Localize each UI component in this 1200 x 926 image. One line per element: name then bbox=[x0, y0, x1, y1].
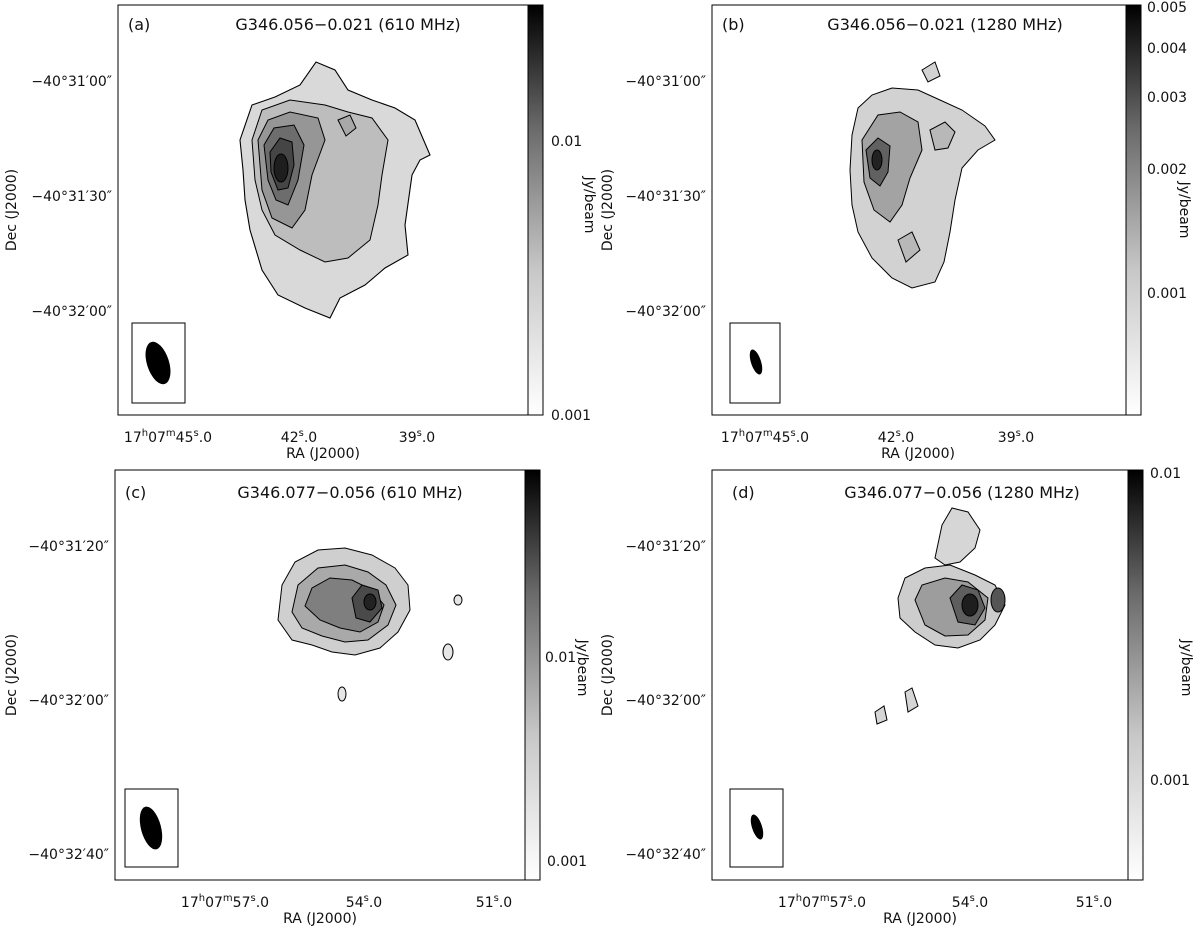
panel-a-colorbar bbox=[527, 4, 544, 416]
panel-b-colorbar bbox=[1125, 4, 1142, 416]
panel-b-ytick-2: −40°32′00″ bbox=[625, 304, 706, 320]
panel-c-ytick-2: −40°32′40″ bbox=[28, 847, 109, 863]
panel-b-peak bbox=[871, 149, 883, 171]
panel-a-cbtick-1: 0.001 bbox=[551, 408, 591, 424]
panel-b-cbtick-4: 0.001 bbox=[1147, 286, 1187, 302]
panel-c-ytick-0: −40°31′20″ bbox=[28, 539, 109, 555]
panel-d-ytick-1: −40°32′00″ bbox=[625, 693, 706, 709]
panel-b-cbtick-1: 0.004 bbox=[1147, 41, 1187, 57]
panel-a-emission bbox=[239, 61, 431, 319]
panel-a: (a) G346.056−0.021 (610 MHz) −40°31′00″ … bbox=[4, 4, 597, 462]
panel-c-frame bbox=[114, 469, 526, 881]
panel-c-xlabel: RA (J2000) bbox=[283, 911, 357, 926]
panel-d-xtick-0: 17h07m57s.0 bbox=[778, 893, 866, 911]
panel-d: (d) G346.077−0.056 (1280 MHz) −40°31′20″… bbox=[600, 466, 1194, 926]
panel-c-emission bbox=[277, 547, 463, 702]
panel-a-cblabel: Jy/beam bbox=[581, 176, 597, 234]
panel-c-xtick-2: 51s.0 bbox=[476, 893, 512, 911]
panel-a-xtick-1: 42s.0 bbox=[281, 428, 317, 446]
panel-b-contour-knot-1 bbox=[929, 121, 956, 151]
panel-c-xtick-0: 17h07m57s.0 bbox=[181, 893, 269, 911]
panel-c-knot-3 bbox=[337, 686, 347, 702]
panel-d-ylabel: Dec (J2000) bbox=[600, 634, 616, 716]
panel-c-peak bbox=[363, 593, 377, 611]
panel-d-knot-3 bbox=[874, 705, 888, 725]
panel-d-xtick-2: 51s.0 bbox=[1076, 893, 1112, 911]
panel-d-label: (d) bbox=[732, 483, 755, 502]
panel-b-emission bbox=[849, 61, 996, 289]
panel-d-peak bbox=[961, 593, 979, 617]
panel-d-knot-1 bbox=[990, 587, 1006, 613]
panel-c-ytick-1: −40°32′00″ bbox=[28, 693, 109, 709]
panel-b-cbtick-0: 0.005 bbox=[1147, 0, 1187, 16]
panel-b-cbtick-2: 0.003 bbox=[1147, 90, 1187, 106]
panel-c-label: (c) bbox=[125, 483, 146, 502]
panel-c-xtick-1: 54s.0 bbox=[346, 893, 382, 911]
panel-c-beam-ellipse bbox=[139, 806, 163, 850]
panel-c-cbtick-0: 0.01 bbox=[545, 650, 576, 666]
panel-d-xtick-1: 54s.0 bbox=[952, 893, 988, 911]
panel-b-beam-ellipse bbox=[749, 349, 763, 375]
panel-d-cbtick-1: 0.001 bbox=[1150, 773, 1190, 789]
panel-d-emission bbox=[874, 507, 1006, 725]
panel-b-xtick-2: 39s.0 bbox=[998, 428, 1034, 446]
panel-b: (b) G346.056−0.021 (1280 MHz) −40°31′00″… bbox=[600, 0, 1192, 462]
panel-a-ytick-1: −40°31′30″ bbox=[31, 189, 112, 205]
panel-c-colorbar bbox=[524, 469, 541, 881]
panel-a-xlabel: RA (J2000) bbox=[286, 446, 360, 462]
panel-b-xtick-0: 17h07m45s.0 bbox=[721, 428, 809, 446]
panel-a-ytick-2: −40°32′00″ bbox=[31, 304, 112, 320]
panel-b-ytick-1: −40°31′30″ bbox=[625, 189, 706, 205]
panel-a-xtick-0: 17h07m45s.0 bbox=[124, 428, 212, 446]
panel-a-cbtick-0: 0.01 bbox=[551, 134, 582, 150]
panel-a-ytick-0: −40°31′00″ bbox=[31, 74, 112, 90]
panel-d-cblabel: Jy/beam bbox=[1178, 639, 1194, 697]
panel-a-xtick-2: 39s.0 bbox=[399, 428, 435, 446]
panel-c-knot-1 bbox=[442, 643, 454, 661]
panel-d-contour-north bbox=[934, 507, 981, 566]
panel-a-peak bbox=[273, 153, 289, 183]
panel-c-cbtick-1: 0.001 bbox=[547, 854, 587, 870]
panel-d-knot-2 bbox=[904, 687, 919, 713]
panel-c-ylabel: Dec (J2000) bbox=[4, 634, 20, 716]
panel-c-knot-2 bbox=[453, 594, 463, 606]
panel-a-label: (a) bbox=[128, 15, 150, 34]
panel-d-beam-ellipse bbox=[750, 814, 764, 840]
panel-c: (c) G346.077−0.056 (610 MHz) −40°31′20″ … bbox=[4, 469, 590, 926]
panel-d-colorbar bbox=[1127, 469, 1144, 881]
panel-a-beam-ellipse bbox=[145, 341, 171, 385]
panel-b-cbtick-3: 0.002 bbox=[1147, 162, 1187, 178]
panel-b-xlabel: RA (J2000) bbox=[881, 446, 955, 462]
panel-a-title: G346.056−0.021 (610 MHz) bbox=[235, 15, 460, 34]
panel-b-xtick-1: 42s.0 bbox=[878, 428, 914, 446]
panel-b-contour-knot-2 bbox=[897, 231, 921, 263]
panel-d-title: G346.077−0.056 (1280 MHz) bbox=[844, 483, 1079, 502]
panel-a-contour-knot bbox=[337, 114, 357, 137]
panel-a-ylabel: Dec (J2000) bbox=[4, 169, 20, 251]
panel-c-title: G346.077−0.056 (610 MHz) bbox=[237, 483, 462, 502]
panel-b-ylabel: Dec (J2000) bbox=[600, 169, 616, 251]
panel-c-cblabel: Jy/beam bbox=[574, 639, 590, 697]
panel-b-contour-knot-3 bbox=[921, 61, 941, 83]
panel-d-ytick-0: −40°31′20″ bbox=[625, 539, 706, 555]
panel-b-ytick-0: −40°31′00″ bbox=[625, 74, 706, 90]
panel-d-cbtick-0: 0.01 bbox=[1150, 466, 1181, 482]
panel-d-ytick-2: −40°32′40″ bbox=[625, 847, 706, 863]
panel-b-title: G346.056−0.021 (1280 MHz) bbox=[827, 15, 1062, 34]
panel-d-xlabel: RA (J2000) bbox=[883, 911, 957, 926]
panel-b-label: (b) bbox=[722, 15, 745, 34]
panel-b-cblabel: Jy/beam bbox=[1176, 181, 1192, 239]
